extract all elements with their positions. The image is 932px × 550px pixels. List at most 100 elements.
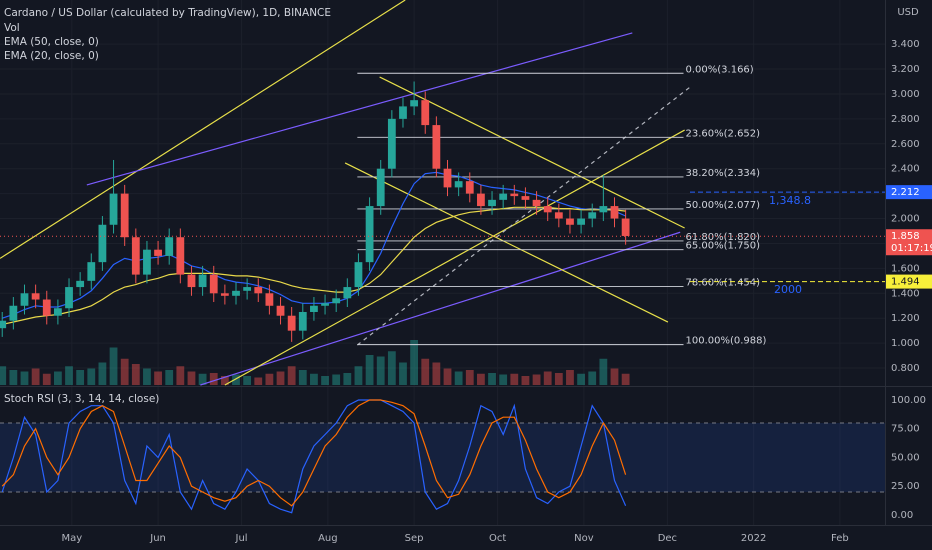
candle-body <box>343 287 352 299</box>
candle-body <box>265 293 274 306</box>
osc-tick-label: 75.00 <box>891 424 920 435</box>
candle-body <box>465 181 474 194</box>
volume-bar <box>376 356 385 385</box>
candle-body <box>321 303 329 306</box>
indicator-label: EMA (20, close, 0) <box>4 50 99 62</box>
volume-bar <box>354 366 363 385</box>
volume-bar <box>387 351 396 385</box>
fib-label: 50.00%(2.077) <box>686 200 761 211</box>
fib-label: 38.20%(2.334) <box>686 168 761 179</box>
volume-bar <box>365 355 374 385</box>
volume-bar <box>220 376 229 385</box>
volume-bar <box>276 371 285 385</box>
volume-bar <box>165 370 174 385</box>
volume-bar <box>265 373 274 385</box>
annotation: 2000 <box>774 283 802 296</box>
y-tick-label: 2.800 <box>891 114 920 125</box>
y-tick-label: 1.600 <box>891 263 920 274</box>
candle-body <box>577 218 585 225</box>
y-tick-label: 2.000 <box>891 214 920 225</box>
candle-body <box>31 293 40 300</box>
candle-body <box>499 193 508 200</box>
volume-bar <box>187 371 196 385</box>
volume-bar <box>9 370 18 385</box>
candle-body <box>254 287 263 294</box>
indicator-label: Vol <box>4 22 20 34</box>
volume-bar <box>0 366 7 385</box>
candle-body <box>332 298 341 304</box>
volume-bar <box>577 373 585 385</box>
volume-bar <box>432 362 441 385</box>
fib-label: 78.60%(1.454) <box>686 278 761 289</box>
candle-body <box>20 293 29 306</box>
osc-tick-label: 100.00 <box>891 395 926 406</box>
candle-body <box>220 293 229 296</box>
volume-bar <box>232 374 240 385</box>
candle-body <box>488 199 496 207</box>
candle-body <box>566 218 574 225</box>
plot: 0.00%(3.166) 23.60%(2.652) 38.20%(2.334) 50… <box>0 0 885 514</box>
candle-body <box>176 237 185 275</box>
volume-bar <box>243 376 252 385</box>
volume-bar <box>621 373 630 385</box>
volume-bar <box>343 373 352 385</box>
osc-tick-label: 25.00 <box>891 481 920 492</box>
volume-bar <box>332 374 341 385</box>
fib-label: 65.00%(1.750) <box>686 241 761 252</box>
volume-bar <box>554 373 563 385</box>
candle-body <box>0 320 7 329</box>
volume-bar <box>510 373 519 385</box>
x-tick-label: May <box>61 533 82 544</box>
candle-body <box>187 274 196 288</box>
y-tick-label: 3.400 <box>891 39 920 50</box>
trendline <box>86 32 633 186</box>
x-tick-label: Nov <box>574 533 594 544</box>
candle-body <box>42 299 51 316</box>
price-tag-label: 1.858 <box>891 231 920 242</box>
candle-body <box>109 193 118 225</box>
price-tag-label: 2.212 <box>891 187 920 198</box>
volume-bar <box>399 362 407 385</box>
candle-body <box>87 262 96 281</box>
candle-body <box>610 206 619 219</box>
volume-bar <box>465 370 474 385</box>
candle-body <box>310 305 318 312</box>
candle-body <box>76 280 85 288</box>
trendline <box>356 84 693 346</box>
osc-tick-label: 0.00 <box>891 510 913 521</box>
candle-body <box>243 287 252 291</box>
candle-body <box>421 100 430 126</box>
y-tick-label: 1.200 <box>891 313 920 324</box>
candle-body <box>621 218 630 236</box>
candle-body <box>477 193 485 207</box>
currency-label: USD <box>897 7 919 18</box>
candle-body <box>65 287 73 309</box>
volume-bar <box>566 370 574 385</box>
volume-bar <box>499 374 508 385</box>
trendline <box>224 129 685 386</box>
fib-label: 61.80%(1.820) <box>686 232 761 243</box>
volume-bar <box>443 368 452 385</box>
osc-tick-label: 50.00 <box>891 452 920 463</box>
y-tick-label: 1.400 <box>891 288 920 299</box>
volume-bar <box>532 374 541 385</box>
x-tick-label: Jul <box>235 533 248 544</box>
volume-bar <box>599 358 608 385</box>
volume-bar <box>421 358 430 385</box>
volume-bar <box>287 366 296 385</box>
trendline <box>200 231 681 386</box>
volume-bar <box>143 368 151 385</box>
volume-bar <box>298 370 307 385</box>
candle-body <box>120 193 129 238</box>
candle-body <box>399 106 407 119</box>
candle-body <box>165 237 174 256</box>
volume-bar <box>176 366 185 385</box>
volume-bar <box>87 368 96 385</box>
candle-body <box>510 193 519 197</box>
candle-body <box>365 206 374 263</box>
volume-bar <box>198 373 207 385</box>
oscillator-line <box>1 399 627 514</box>
volume-bar <box>131 364 140 385</box>
volume-bar <box>488 373 496 385</box>
candle-body <box>209 274 218 294</box>
